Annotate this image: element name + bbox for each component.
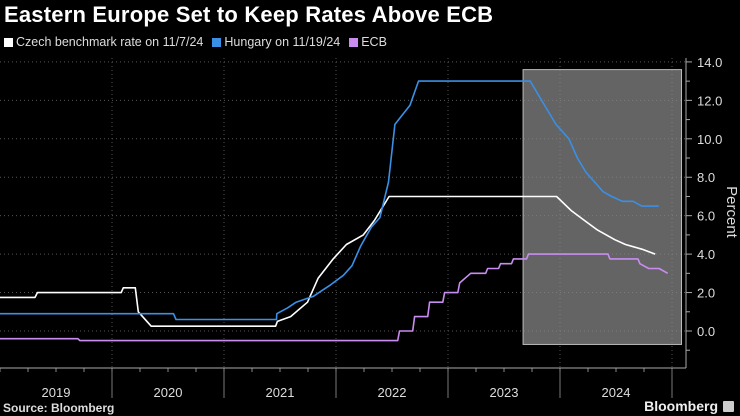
- ecb-rate-line: [0, 253, 669, 342]
- y-tick-label: 8.0: [697, 170, 715, 185]
- y-tick-label: 0.0: [697, 324, 715, 339]
- chart-title: Eastern Europe Set to Keep Rates Above E…: [4, 2, 494, 27]
- bloomberg-logo: Bloomberg: [644, 398, 718, 414]
- x-tick-label: 2020: [154, 385, 183, 400]
- x-tick-label: 2022: [378, 385, 407, 400]
- x-tick-label: 2019: [42, 385, 71, 400]
- x-tick-label: 2021: [266, 385, 295, 400]
- legend-label: Czech benchmark rate on 11/7/24: [16, 35, 204, 49]
- legend-label: Hungary on 11/19/24: [224, 35, 341, 49]
- legend-swatch: [4, 37, 13, 47]
- x-tick-label: 2023: [490, 385, 519, 400]
- y-axis-label: Percent: [723, 186, 740, 239]
- bloomberg-chart-icon: [723, 401, 734, 412]
- legend: Czech benchmark rate on 11/7/24 Hungary …: [4, 35, 387, 49]
- legend-swatch: [349, 37, 359, 47]
- hungary-rate-line: [0, 80, 659, 321]
- x-tick-label: 2024: [602, 385, 631, 400]
- y-tick-label: 14.0: [697, 55, 722, 70]
- y-tick-label: 4.0: [697, 247, 715, 262]
- legend-item-ecb: ECB: [349, 35, 387, 49]
- legend-label: ECB: [361, 35, 387, 49]
- highlight-region: [522, 69, 683, 345]
- czech-rate-line: [0, 195, 656, 327]
- y-tick-label: 10.0: [697, 132, 722, 147]
- y-tick-label: 6.0: [697, 209, 715, 224]
- legend-swatch: [212, 37, 222, 47]
- y-tick-label: 12.0: [697, 93, 722, 108]
- legend-item-czech: Czech benchmark rate on 11/7/24: [4, 35, 203, 49]
- y-tick-label: 2.0: [697, 286, 715, 301]
- legend-item-hungary: Hungary on 11/19/24: [212, 35, 340, 49]
- source-note: Source: Bloomberg: [3, 401, 115, 415]
